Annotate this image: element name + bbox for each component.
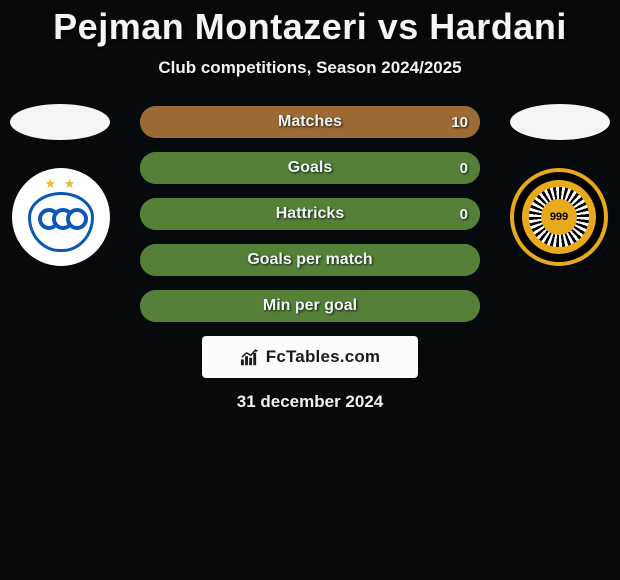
crest-center-text: 999 xyxy=(541,199,577,235)
date-label: 31 december 2024 xyxy=(0,392,620,412)
page-title: Pejman Montazeri vs Hardani xyxy=(0,6,620,48)
crest-stars-icon: ★ ★ xyxy=(22,176,100,192)
stat-bar-goals: Goals 0 xyxy=(140,152,480,184)
player-silhouette-right xyxy=(510,104,610,140)
stat-bar-label: Min per goal xyxy=(263,297,357,315)
stat-bar-hattricks: Hattricks 0 xyxy=(140,198,480,230)
team-crest-left: ★ ★ xyxy=(12,168,110,266)
stat-bar-label: Hattricks xyxy=(276,205,344,223)
stat-bar-value-right: 10 xyxy=(451,114,468,131)
stat-bar-value-right: 0 xyxy=(460,160,468,177)
stat-bars: Matches 10 Goals 0 Hattricks 0 Goals per match… xyxy=(140,106,480,322)
branding-box: FcTables.com xyxy=(202,336,418,378)
stat-bar-label: Goals xyxy=(288,159,332,177)
crest-sunburst-icon: 999 xyxy=(529,187,589,247)
crest-ring-icon xyxy=(66,208,88,230)
page-subtitle: Club competitions, Season 2024/2025 xyxy=(0,58,620,78)
branding-text: FcTables.com xyxy=(266,347,381,367)
fctables-logo-icon xyxy=(240,348,260,366)
stat-bar-goals_per_match: Goals per match xyxy=(140,244,480,276)
player-silhouette-left xyxy=(10,104,110,140)
team-crest-right: 999 xyxy=(510,168,608,266)
comparison-content: ★ ★ 999 Matches 10 Goals 0 Hattricks 0 Goals p… xyxy=(0,106,620,412)
stat-bar-min_per_goal: Min per goal xyxy=(140,290,480,322)
header: Pejman Montazeri vs Hardani Club competi… xyxy=(0,0,620,78)
stat-bar-matches: Matches 10 xyxy=(140,106,480,138)
stat-bar-label: Matches xyxy=(278,113,342,131)
stat-bar-value-right: 0 xyxy=(460,206,468,223)
stat-bar-label: Goals per match xyxy=(247,251,372,269)
